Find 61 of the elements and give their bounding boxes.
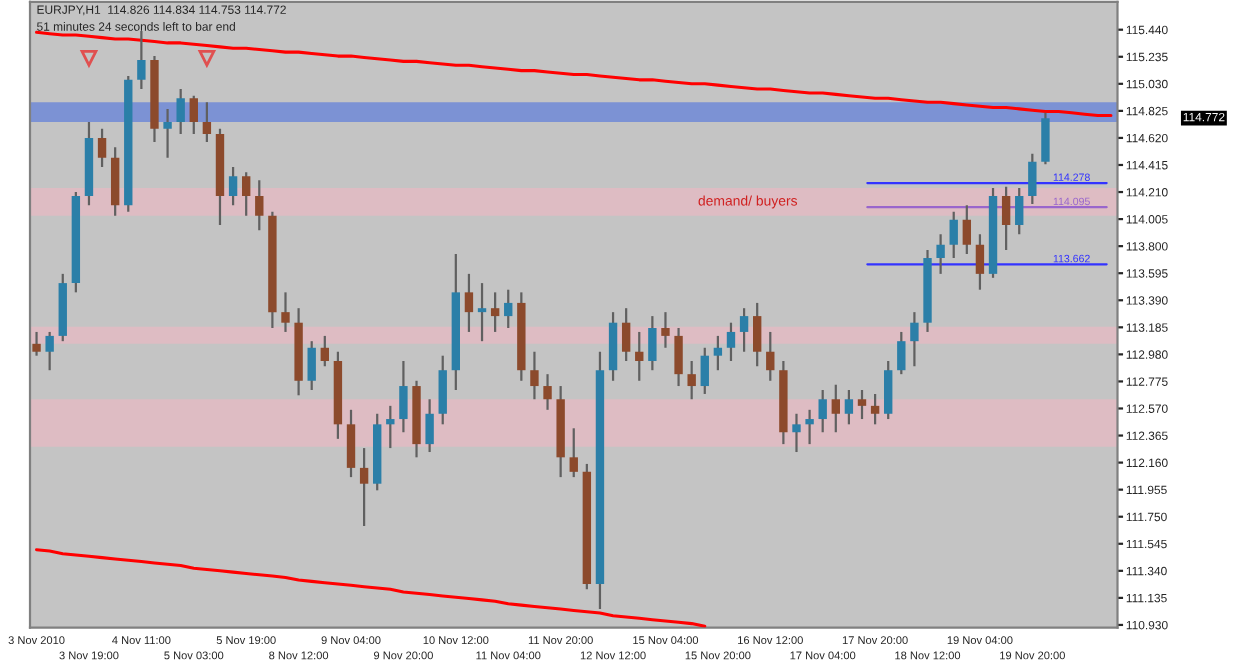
candlestick <box>202 101 212 143</box>
candlestick <box>399 359 408 434</box>
candlestick <box>1001 185 1011 252</box>
candlestick <box>255 179 264 232</box>
candlestick <box>949 210 958 260</box>
candlestick <box>726 321 736 363</box>
candlestick <box>97 127 107 169</box>
candlestick <box>307 340 316 392</box>
candlestick <box>281 291 290 334</box>
candlestick <box>766 330 775 382</box>
candlestick <box>884 359 893 421</box>
candlestick <box>1028 152 1037 206</box>
candlestick <box>176 87 185 136</box>
candlestick <box>543 373 552 411</box>
candlestick <box>739 307 749 353</box>
candlestick <box>870 392 880 426</box>
candlestick <box>936 233 945 275</box>
candlestick <box>962 204 972 256</box>
candlestick <box>359 446 369 528</box>
candlestick <box>32 330 41 357</box>
candlestick <box>45 330 54 372</box>
candlestick <box>490 291 500 334</box>
candlestick <box>242 171 251 217</box>
candlestick <box>713 334 723 372</box>
candlestick <box>569 427 578 479</box>
candlestick <box>137 29 146 91</box>
candlestick <box>792 412 801 454</box>
candlestick <box>320 334 329 368</box>
candlestick <box>648 314 657 372</box>
candlestick <box>975 233 985 291</box>
candlestick <box>687 359 696 401</box>
candlestick <box>831 383 840 434</box>
candlestick <box>163 107 172 159</box>
candlestick <box>110 146 120 217</box>
candlestick <box>477 282 487 343</box>
candlestick <box>897 330 906 376</box>
candlestick <box>530 350 539 401</box>
candlestick <box>844 388 854 426</box>
candlestick <box>228 165 238 207</box>
candlestick <box>700 346 709 396</box>
candlestick <box>805 408 814 446</box>
candlestick <box>608 311 618 382</box>
candlestick <box>346 408 356 479</box>
candlestick <box>857 388 867 421</box>
candlestick <box>438 354 447 426</box>
candlestick <box>189 94 198 136</box>
candlestick <box>504 288 513 330</box>
line-series <box>35 548 707 628</box>
candlestick <box>661 311 670 349</box>
candlestick <box>1041 111 1050 166</box>
candlestick <box>752 301 762 368</box>
candlestick <box>910 311 919 368</box>
candlestick <box>386 404 395 450</box>
candlestick <box>635 330 644 382</box>
line-series <box>35 30 1113 118</box>
candlestick <box>818 388 827 434</box>
candlestick <box>674 326 683 388</box>
candlestick <box>425 398 434 454</box>
candlestick <box>621 307 631 363</box>
candlestick <box>1015 186 1024 236</box>
candlestick <box>464 272 474 334</box>
